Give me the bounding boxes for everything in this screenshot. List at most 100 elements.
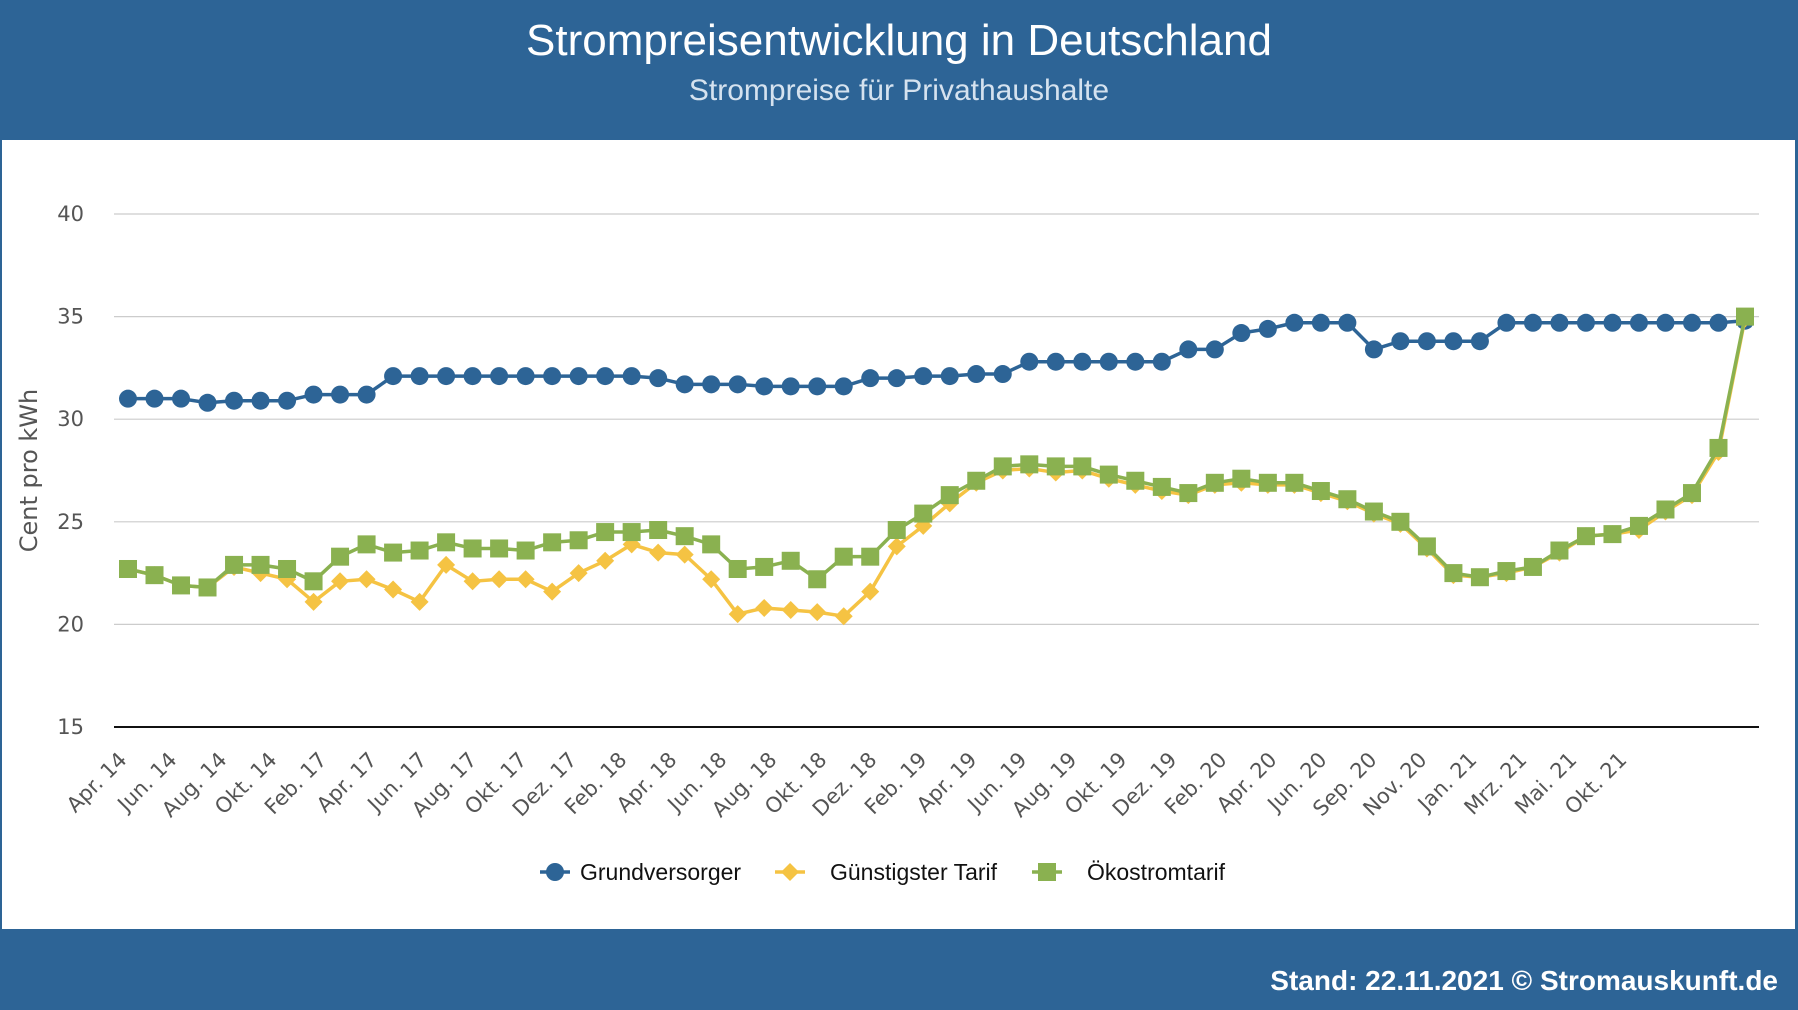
series-oekostromtarif-point bbox=[1152, 477, 1171, 496]
series-grundversorger-point bbox=[887, 369, 906, 388]
series-grundversorger-point bbox=[1444, 332, 1463, 351]
series-grundversorger-point bbox=[278, 391, 297, 410]
series-oekostromtarif-point bbox=[702, 535, 721, 554]
series-oekostromtarif-point bbox=[1470, 568, 1489, 587]
series-oekostromtarif-point bbox=[1497, 562, 1516, 581]
series-grundversorger-point bbox=[490, 367, 509, 386]
series-grundversorger-point bbox=[331, 385, 350, 404]
series-oekostromtarif-point bbox=[225, 555, 244, 574]
series-grundversorger-point bbox=[1576, 313, 1595, 332]
series-oekostromtarif-point bbox=[1603, 525, 1622, 544]
series-oekostromtarif-point bbox=[198, 578, 217, 597]
series-oekostromtarif-point bbox=[1338, 490, 1357, 509]
series-oekostromtarif-point bbox=[967, 471, 986, 490]
series-grundversorger-point bbox=[119, 389, 137, 408]
series-oekostromtarif-point bbox=[1391, 512, 1410, 531]
series-grundversorger-point bbox=[1417, 332, 1436, 351]
series-grundversorger-point bbox=[1126, 352, 1145, 371]
series-oekostromtarif-point bbox=[781, 551, 800, 570]
series-grundversorger-point bbox=[437, 367, 456, 386]
series-grundversorger-point bbox=[1285, 313, 1304, 332]
series-oekostromtarif-point bbox=[172, 576, 191, 595]
series-guenstigster-tarif-point bbox=[463, 572, 482, 591]
series-guenstigster-tarif-point bbox=[543, 582, 562, 601]
series-oekostromtarif-point bbox=[331, 547, 350, 566]
series-grundversorger-point bbox=[357, 385, 376, 404]
series-oekostromtarif-point bbox=[119, 559, 137, 578]
series-oekostromtarif-point bbox=[861, 547, 880, 566]
series-grundversorger-point bbox=[516, 367, 535, 386]
series-grundversorger-point bbox=[755, 377, 774, 396]
series-grundversorger-point bbox=[1470, 332, 1489, 351]
series-guenstigster-tarif-point bbox=[516, 570, 535, 589]
y-tick-label: 40 bbox=[57, 202, 84, 226]
y-tick-label: 20 bbox=[57, 612, 84, 636]
series-grundversorger-point bbox=[808, 377, 827, 396]
series-grundversorger-point bbox=[702, 375, 721, 394]
series-oekostromtarif-point bbox=[145, 566, 164, 585]
legend-label: Günstigster Tarif bbox=[830, 859, 998, 885]
chart-header: Strompreisentwicklung in Deutschland Str… bbox=[0, 0, 1798, 140]
series-grundversorger-point bbox=[1391, 332, 1410, 351]
series-oekostromtarif-point bbox=[569, 531, 588, 550]
series-guenstigster-tarif-point bbox=[755, 598, 774, 617]
series-oekostromtarif-point bbox=[1073, 457, 1092, 476]
chart-footer: Stand: 22.11.2021 © Stromauskunft.de bbox=[0, 929, 1798, 1010]
series-grundversorger-point bbox=[834, 377, 853, 396]
series-guenstigster-tarif-point bbox=[569, 564, 588, 583]
series-oekostromtarif-point bbox=[755, 557, 774, 576]
series-grundversorger-point bbox=[993, 365, 1012, 384]
series-guenstigster-tarif-point bbox=[278, 570, 297, 589]
series-oekostromtarif-point bbox=[516, 541, 535, 560]
series-oekostromtarif-point bbox=[914, 504, 933, 523]
series-grundversorger-point bbox=[1682, 313, 1701, 332]
series-grundversorger-point bbox=[1338, 313, 1357, 332]
series-oekostromtarif-point bbox=[1126, 471, 1145, 490]
legend-label: Grundversorger bbox=[580, 859, 741, 885]
series-guenstigster-tarif-point bbox=[861, 582, 880, 601]
series-oekostromtarif-point bbox=[384, 543, 403, 562]
series-grundversorger-point bbox=[1629, 313, 1648, 332]
legend-label: Ökostromtarif bbox=[1087, 859, 1226, 885]
series-grundversorger-point bbox=[410, 367, 429, 386]
legend-marker bbox=[546, 863, 564, 881]
series-guenstigster-tarif-point bbox=[357, 570, 376, 589]
series-oekostromtarif-point bbox=[1285, 473, 1304, 492]
legend-marker bbox=[781, 863, 799, 881]
series-grundversorger-point bbox=[198, 393, 217, 412]
series-oekostromtarif-point bbox=[887, 521, 906, 540]
series-grundversorger-point bbox=[384, 367, 403, 386]
series-grundversorger-point bbox=[649, 369, 668, 388]
series-oekostromtarif-point bbox=[278, 559, 297, 578]
series-grundversorger-point bbox=[1205, 340, 1224, 359]
series-guenstigster-tarif-point bbox=[702, 570, 721, 589]
series-grundversorger-point bbox=[1603, 313, 1622, 332]
series-guenstigster-tarif-point bbox=[728, 605, 747, 624]
series-oekostromtarif-point bbox=[1417, 537, 1436, 556]
series-oekostromtarif-point bbox=[940, 486, 959, 505]
series-guenstigster-tarif-point bbox=[331, 572, 350, 591]
series-guenstigster-tarif-point bbox=[781, 601, 800, 620]
series-oekostromtarif-point bbox=[357, 535, 376, 554]
series-oekostromtarif-point bbox=[1311, 482, 1330, 501]
series-grundversorger-point bbox=[1020, 352, 1039, 371]
series-oekostromtarif-point bbox=[1099, 465, 1118, 484]
series-oekostromtarif-point bbox=[1523, 557, 1542, 576]
series-grundversorger-point bbox=[1364, 340, 1383, 359]
series-oekostromtarif-point bbox=[1179, 484, 1198, 503]
series-guenstigster-tarif-point bbox=[410, 592, 429, 611]
series-oekostromtarif-point bbox=[1444, 564, 1463, 583]
series-guenstigster-tarif-point bbox=[887, 537, 906, 556]
series-grundversorger-point bbox=[145, 389, 164, 408]
series-grundversorger-point bbox=[728, 375, 747, 394]
series-oekostromtarif-point bbox=[993, 457, 1012, 476]
series-grundversorger-point bbox=[1497, 313, 1516, 332]
source-credit: Stand: 22.11.2021 © Stromauskunft.de bbox=[1270, 965, 1778, 996]
series-guenstigster-tarif-point bbox=[808, 603, 827, 622]
series-oekostromtarif-point bbox=[304, 572, 323, 591]
series-oekostromtarif-point bbox=[1736, 307, 1754, 326]
series-grundversorger-point bbox=[596, 367, 615, 386]
series-oekostromtarif-point bbox=[251, 555, 270, 574]
series-grundversorger-point bbox=[225, 391, 244, 410]
